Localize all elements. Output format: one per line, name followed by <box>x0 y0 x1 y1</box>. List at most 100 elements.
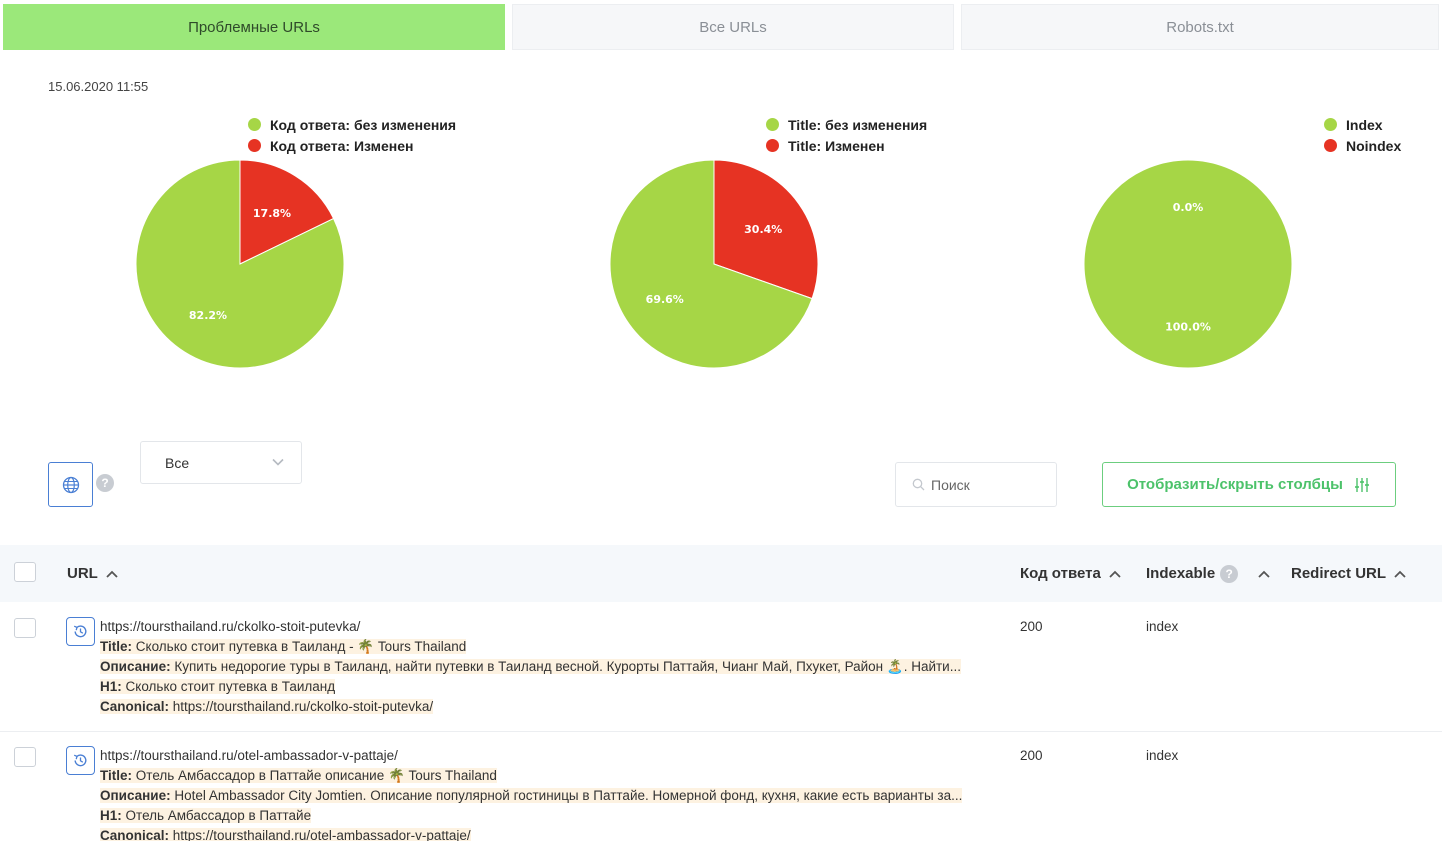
row-h1: Отель Амбассадор в Паттайе <box>125 808 312 823</box>
legend-item[interactable]: Код ответа: Изменен <box>248 135 456 156</box>
row-h1-key: H1: <box>100 679 122 694</box>
pie-value-label: 0.0% <box>1173 201 1204 214</box>
select-all-checkbox[interactable] <box>14 562 36 582</box>
row-title-key: Title: <box>100 768 133 783</box>
table-row: https://toursthailand.ru/otel-ambassador… <box>100 746 980 841</box>
report-timestamp: 15.06.2020 11:55 <box>48 79 149 94</box>
row-h1-field: H1: Отель Амбассадор в Паттайе <box>100 808 312 823</box>
row-indexable: index <box>1146 619 1179 634</box>
legend-label: Index <box>1346 116 1383 133</box>
row-h1-key: H1: <box>100 808 122 823</box>
globe-icon <box>62 476 79 493</box>
column-header-code-label: Код ответа <box>1020 565 1101 582</box>
legend-label: Noindex <box>1346 137 1402 154</box>
column-header-indexable-label: Indexable <box>1146 565 1216 582</box>
column-header-url[interactable]: URL <box>67 545 118 602</box>
row-h1-field: H1: Сколько стоит путевка в Таиланд <box>100 679 336 694</box>
row-description-key: Описание: <box>100 659 171 674</box>
chart-3-legend: Index Noindex <box>1324 114 1401 156</box>
legend-label: Title: Изменен <box>788 137 885 154</box>
pie-slice[interactable] <box>609 159 813 369</box>
help-icon[interactable]: ? <box>96 474 114 492</box>
row-title: Сколько стоит путевка в Таиланд - 🌴 Tour… <box>135 639 467 654</box>
sort-up-icon[interactable] <box>1258 570 1270 578</box>
row-url[interactable]: https://toursthailand.ru/ckolko-stoit-pu… <box>100 619 361 634</box>
legend-item[interactable]: Код ответа: без изменения <box>248 114 456 135</box>
table-header: URL Код ответа Indexable ? Redirect URL <box>0 545 1442 602</box>
row-canonical[interactable]: https://toursthailand.ru/ckolko-stoit-pu… <box>172 699 434 714</box>
chevron-down-icon <box>272 458 284 466</box>
pie-value-label: 82.2% <box>189 309 227 322</box>
sliders-icon <box>1354 477 1369 492</box>
tab-bar: Проблемные URLs Все URLs Robots.txt <box>0 0 1442 52</box>
search-input[interactable] <box>931 476 1051 493</box>
row-description: Купить недорогие туры в Таиланд, найти п… <box>174 659 961 674</box>
column-header-code[interactable]: Код ответа <box>1020 545 1121 602</box>
help-icon[interactable]: ? <box>1220 564 1239 583</box>
pie-value-label: 100.0% <box>1165 320 1211 333</box>
legend-marker <box>766 118 779 131</box>
legend-marker <box>1324 139 1337 152</box>
row-checkbox[interactable] <box>14 747 36 767</box>
legend-label: Код ответа: Изменен <box>270 137 414 154</box>
legend-marker <box>766 139 779 152</box>
row-canonical-field: Canonical: https://toursthailand.ru/ckol… <box>100 699 434 714</box>
filter-select-value: Все <box>165 454 190 471</box>
row-title-field: Title: Отель Амбассадор в Паттайе описан… <box>100 768 497 783</box>
sort-up-icon[interactable] <box>106 570 118 578</box>
tab-problem-urls[interactable]: Проблемные URLs <box>3 4 505 50</box>
row-divider <box>0 731 1442 732</box>
row-checkbox[interactable] <box>14 618 36 638</box>
history-icon <box>73 625 87 638</box>
history-button[interactable] <box>66 617 95 646</box>
legend-label: Title: без изменения <box>788 116 928 133</box>
legend-marker <box>248 118 261 131</box>
column-header-url-label: URL <box>67 565 98 582</box>
pie-slice[interactable] <box>135 159 345 369</box>
row-description: Hotel Ambassador City Jomtien. Описание … <box>174 788 963 803</box>
row-url[interactable]: https://toursthailand.ru/otel-ambassador… <box>100 748 398 763</box>
row-h1: Сколько стоит путевка в Таиланд <box>125 679 336 694</box>
history-icon <box>73 754 87 767</box>
sort-up-icon[interactable] <box>1394 570 1406 578</box>
table-row: https://toursthailand.ru/ckolko-stoit-pu… <box>100 617 980 717</box>
legend-label: Код ответа: без изменения <box>270 116 457 133</box>
pie-chart-response-code: 17.8% 82.2% <box>135 159 345 369</box>
legend-item[interactable]: Title: Изменен <box>766 135 927 156</box>
chart-2-legend: Title: без изменения Title: Изменен <box>766 114 927 156</box>
chart-1-legend: Код ответа: без изменения Код ответа: Из… <box>248 114 456 156</box>
legend-item[interactable]: Index <box>1324 114 1401 135</box>
domain-filter-button[interactable] <box>48 462 93 507</box>
row-canonical[interactable]: https://toursthailand.ru/otel-ambassador… <box>172 828 471 841</box>
row-title-field: Title: Сколько стоит путевка в Таиланд -… <box>100 639 467 654</box>
column-header-redirect-label: Redirect URL <box>1291 565 1387 582</box>
row-canonical-field: Canonical: https://toursthailand.ru/otel… <box>100 828 471 841</box>
pie-slice[interactable] <box>239 159 335 265</box>
filter-select[interactable]: Все <box>140 441 302 484</box>
tab-all-urls[interactable]: Все URLs <box>512 4 954 50</box>
search-box[interactable] <box>895 462 1057 507</box>
pie-slice[interactable] <box>1083 159 1293 369</box>
history-button[interactable] <box>66 746 95 775</box>
pie-chart-title: 30.4% 69.6% <box>609 159 819 369</box>
pie-value-label: 17.8% <box>253 207 291 220</box>
toggle-columns-button[interactable]: Отобразить/скрыть столбцы <box>1102 462 1396 507</box>
pie-value-label: 30.4% <box>744 223 782 236</box>
pie-value-label: 69.6% <box>646 293 684 306</box>
row-canonical-key: Canonical: <box>100 699 170 714</box>
row-response-code: 200 <box>1020 619 1043 634</box>
tab-robots-txt[interactable]: Robots.txt <box>961 4 1439 50</box>
legend-item[interactable]: Title: без изменения <box>766 114 927 135</box>
row-response-code: 200 <box>1020 748 1043 763</box>
pie-slice[interactable] <box>713 159 819 300</box>
pie-chart-indexable: 0.0% 100.0% <box>1083 159 1293 369</box>
row-description-key: Описание: <box>100 788 171 803</box>
sort-up-icon[interactable] <box>1109 570 1121 578</box>
column-header-indexable[interactable]: Indexable ? <box>1146 545 1270 602</box>
legend-item[interactable]: Noindex <box>1324 135 1401 156</box>
column-header-redirect[interactable]: Redirect URL <box>1291 545 1406 602</box>
row-title: Отель Амбассадор в Паттайе описание 🌴 To… <box>135 768 497 783</box>
search-icon <box>912 478 925 491</box>
row-indexable: index <box>1146 748 1179 763</box>
legend-marker <box>248 139 261 152</box>
